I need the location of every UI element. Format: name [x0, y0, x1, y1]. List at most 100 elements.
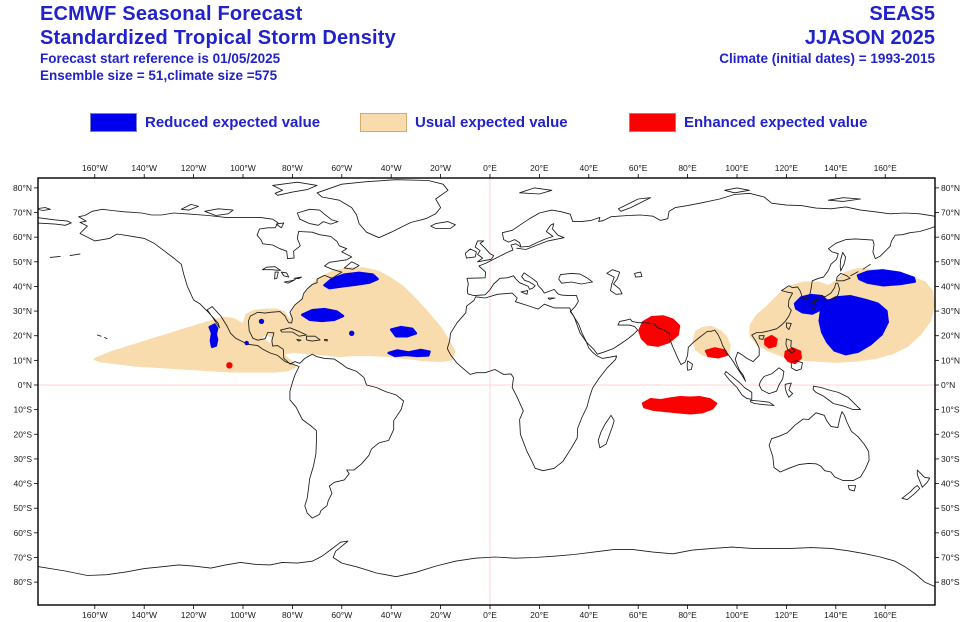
lat-label-left: 40°S: [13, 479, 32, 489]
lat-label-left: 20°S: [13, 429, 32, 439]
coastline: [96, 334, 102, 337]
coastline: [606, 269, 623, 295]
coastline: [324, 338, 328, 342]
lon-label-top: 120°W: [181, 163, 207, 173]
reduced-color-swatch: [90, 112, 137, 132]
lat-label-left: 20°N: [13, 331, 32, 341]
lat-label-left: 60°S: [13, 528, 32, 538]
lat-label-left: 10°N: [13, 355, 32, 365]
climate-note: Climate (initial dates) = 1993-2015: [719, 51, 935, 66]
reduced-regions-polygon: [301, 307, 345, 323]
coastline: [275, 222, 285, 229]
coastline: [617, 197, 651, 212]
lon-label-top: 20°E: [530, 163, 549, 173]
coastline: [785, 338, 796, 354]
lon-label-top: 60°E: [629, 163, 648, 173]
coastline: [69, 253, 81, 257]
lon-label-top: 100°E: [725, 163, 749, 173]
coastline: [274, 271, 279, 280]
enhanced-regions-polygon: [764, 334, 778, 349]
usual-regions: [93, 267, 935, 373]
enhanced-regions-polygon: [783, 347, 802, 365]
reduced-regions-dot: [349, 330, 355, 336]
lon-label-bottom: 160°E: [874, 610, 898, 620]
lat-label-right: 30°S: [941, 454, 960, 464]
coastline: [78, 208, 405, 519]
lat-label-right: 40°S: [941, 479, 960, 489]
lat-label-left: 50°N: [13, 257, 32, 267]
page-title: ECMWF Seasonal Forecast: [40, 3, 303, 25]
lon-label-bottom: 20°E: [530, 610, 549, 620]
reduced-regions: [208, 269, 917, 358]
lat-label-right: 70°S: [941, 552, 960, 562]
coastline: [280, 271, 290, 278]
usual-regions-polygon: [93, 316, 297, 373]
coastline: [850, 271, 859, 277]
lon-label-bottom: 40°E: [580, 610, 599, 620]
lat-label-left: 50°S: [13, 503, 32, 513]
coastline: [306, 335, 321, 342]
coastline: [343, 261, 360, 270]
coastline: [634, 271, 643, 278]
coastline: [750, 399, 775, 406]
coastline: [790, 360, 803, 372]
coastline: [758, 367, 785, 395]
enhanced-regions-polygon: [704, 347, 729, 359]
map-frame: [37, 177, 936, 606]
lon-label-bottom: 40°W: [381, 610, 402, 620]
coastline: [38, 217, 72, 226]
coastline: [104, 336, 108, 340]
header-left: ECMWF Seasonal Forecast Standardized Tro…: [40, 2, 396, 84]
lat-label-right: 80°N: [941, 183, 960, 193]
lat-label-right: 60°N: [941, 232, 960, 242]
reduced-regions-dot: [258, 318, 265, 325]
coastline: [180, 203, 199, 211]
forecast-start-note: Forecast start reference is 01/05/2025: [40, 51, 281, 66]
coastline: [724, 370, 753, 400]
lon-label-bottom: 0°E: [483, 610, 497, 620]
lat-label-right: 20°S: [941, 429, 960, 439]
lon-label-top: 160°E: [874, 163, 898, 173]
lat-label-right: 60°S: [941, 528, 960, 538]
enhanced-color-swatch: [629, 112, 676, 132]
legend-item-enhanced: Enhanced expected value: [629, 111, 867, 133]
lat-label-left: 40°N: [13, 281, 32, 291]
lon-label-top: 40°W: [381, 163, 402, 173]
coastline: [283, 279, 296, 284]
coastline: [204, 208, 234, 216]
lon-label-top: 140°W: [131, 163, 157, 173]
page-subtitle-product: Standardized Tropical Storm Density: [40, 27, 396, 49]
coastline: [293, 276, 302, 280]
lon-label-bottom: 140°E: [824, 610, 848, 620]
enhanced-regions-polygon: [638, 315, 681, 347]
coastline: [38, 540, 935, 588]
lat-label-left: 70°N: [13, 208, 32, 218]
coastline: [758, 335, 765, 340]
lat-label-right: 10°S: [941, 405, 960, 415]
usual-color-swatch: [360, 112, 407, 132]
coastline: [768, 411, 870, 482]
coastline: [916, 469, 931, 488]
legend: Reduced expected value Usual expected va…: [0, 111, 969, 135]
lon-label-bottom: 120°E: [775, 610, 799, 620]
coastline: [464, 248, 477, 259]
legend-label-reduced: Reduced expected value: [145, 113, 321, 131]
enhanced-regions-polygon: [641, 396, 718, 415]
lon-label-top: 40°E: [580, 163, 599, 173]
coastline: [784, 382, 794, 398]
map-content: [38, 178, 935, 605]
usual-regions-polygon: [242, 267, 456, 363]
coastline: [810, 302, 816, 310]
coastline: [520, 290, 529, 295]
coastline: [519, 187, 553, 195]
lat-axis-labels: 80°N 80°N 70°N 70°N 60°N 60°N 50°N 50°N 40°N 40°N…: [13, 183, 960, 587]
lon-label-bottom: 80°E: [678, 610, 697, 620]
reduced-regions-polygon: [387, 348, 431, 358]
coastline: [547, 297, 556, 300]
coastline: [516, 223, 565, 250]
coastline: [474, 240, 495, 263]
coastline: [901, 485, 921, 501]
coastline: [446, 292, 618, 472]
